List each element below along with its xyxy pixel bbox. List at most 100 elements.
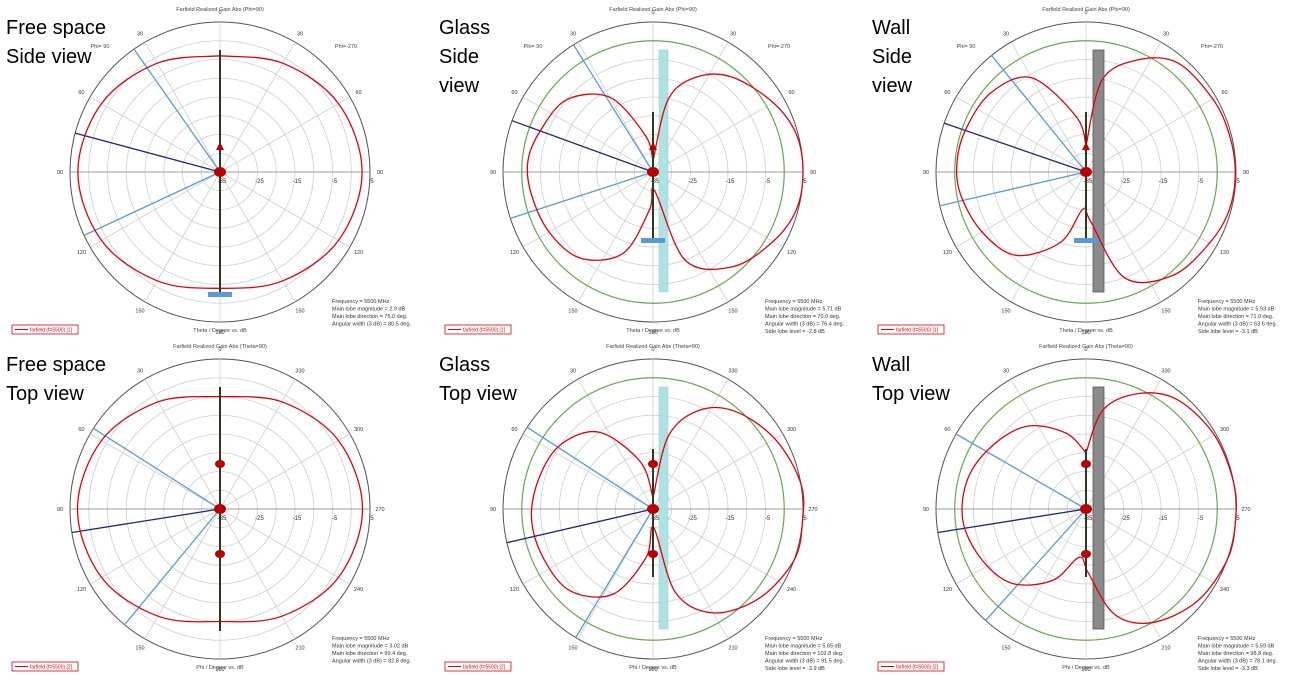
angle-tick-label: 150 [568, 646, 577, 652]
grid-spoke [1010, 378, 1087, 510]
grid-spoke [522, 171, 654, 248]
grid-spoke [144, 171, 221, 303]
beamwidth-line [955, 433, 1087, 510]
grid-spoke [577, 41, 654, 173]
angle-tick-label: 60 [944, 90, 950, 96]
info-line: Main lobe direction = 70.0 deg. [765, 314, 841, 320]
angle-tick-label: 150 [135, 646, 144, 652]
radial-tick-label: -35 [1084, 179, 1093, 185]
main-lobe-direction-line [506, 508, 654, 544]
radial-tick-label: -5 [765, 179, 771, 185]
grid-spoke [1085, 508, 1217, 585]
legend-box [444, 661, 512, 672]
angle-tick-label: 150 [295, 309, 304, 315]
panel-label: Glass Side view [439, 17, 491, 97]
polar-chart: Farfield Realized Gain Abs (Phi=90) Phi= … [877, 7, 1278, 336]
grid-spoke [89, 171, 221, 248]
antenna-feed [214, 504, 226, 514]
angle-tick-label: 210 [295, 646, 304, 652]
grid-spoke [144, 41, 221, 173]
grid-spoke [577, 171, 654, 303]
grid-spoke [89, 433, 221, 510]
angle-tick-label: 180 [1081, 330, 1090, 336]
angle-tick-label: 270 [375, 507, 384, 513]
legend-label: farfield (f=5500) [1] [30, 328, 73, 334]
angle-tick-label: 90 [57, 507, 63, 513]
corner-label: Phi=-270 [335, 44, 357, 50]
polar-chart: Farfield Realized Gain Abs (Theta=90)0 33… [444, 344, 845, 673]
antenna-feed [1080, 167, 1092, 177]
radial-tick-label: 5 [370, 516, 374, 522]
reference-circle [954, 377, 1218, 641]
beamwidth-line [991, 55, 1087, 173]
angle-tick-label: 120 [1220, 250, 1229, 256]
axis-label: Theta / Degree vs. dB [193, 328, 247, 334]
angle-tick-label: 120 [510, 250, 519, 256]
angle-tick-label: 60 [1222, 90, 1228, 96]
angle-tick-label: 180 [648, 330, 657, 336]
axis-label: Phi / Degree vs. dB [629, 665, 677, 671]
panel-label: Free space Side view [6, 17, 107, 68]
antenna-marker [1081, 550, 1091, 558]
polar-chart: Farfield Realized Gain Abs (Phi=90) Phi= … [11, 7, 412, 336]
info-line: Main lobe direction = 99.4 deg. [332, 651, 408, 657]
grid-spoke [652, 96, 784, 173]
angle-tick-label: 210 [728, 646, 737, 652]
radial-tick-label: -35 [218, 516, 227, 522]
corner-label: Phi= 90 [957, 44, 976, 50]
angle-tick-label: 0 [1084, 10, 1087, 16]
antenna-feed [647, 167, 659, 177]
radial-tick-label: -25 [688, 179, 697, 185]
angle-tick-label: 0 [1084, 347, 1087, 353]
pattern-curve [530, 406, 805, 614]
legend-box [877, 661, 945, 672]
corner-label: Phi=-270 [768, 44, 790, 50]
angle-tick-label: 30 [137, 31, 143, 37]
info-line: Frequency = 5500 MHz [1198, 299, 1256, 305]
reference-circle [521, 377, 785, 641]
panel-label: Free space Top view [6, 354, 107, 405]
antenna-base [641, 238, 665, 243]
grid-spoke [652, 508, 784, 585]
legend-box [877, 324, 945, 335]
grid-spoke [1010, 508, 1087, 640]
info-line: Main lobe magnitude = 3.02 dB [332, 644, 409, 650]
antenna-marker [1082, 142, 1090, 150]
panel-free-space-top: Farfield Realized Gain Abs (Theta=90) 0 33… [0, 337, 433, 674]
info-line: Main lobe magnitude = 5.71 dB [765, 307, 842, 313]
panel-glass-side: Farfield Realized Gain Abs (Phi=90) Phi= … [433, 0, 866, 337]
info-line: Main lobe magnitude = 2.9 dB [332, 307, 406, 313]
angle-tick-label: 30 [1003, 368, 1009, 374]
grid-spoke [1085, 96, 1217, 173]
angle-tick-label: 180 [215, 667, 224, 673]
angle-tick-label: 0 [651, 347, 654, 353]
radial-tick-label: -35 [651, 516, 660, 522]
angle-tick-label: 30 [570, 31, 576, 37]
chart-title: Farfield Realized Gain Abs (Phi=90) [609, 7, 697, 13]
angle-tick-label: 180 [1081, 667, 1090, 673]
beamwidth-line [510, 171, 654, 219]
panel-label: Wall Top view [872, 354, 950, 405]
radial-tick-label: -25 [1121, 516, 1130, 522]
reference-circle [954, 40, 1218, 304]
angle-tick-label: 330 [728, 368, 737, 374]
angle-tick-label: 240 [354, 587, 363, 593]
info-line: Main lobe magnitude = 5.93 dB [1198, 307, 1275, 313]
angle-tick-label: 30 [1163, 31, 1169, 37]
angle-tick-label: 90 [57, 170, 63, 176]
angle-tick-label: 30 [1003, 31, 1009, 37]
pattern-curve [526, 73, 804, 271]
legend-label: farfield (f=5500) [2] [463, 665, 506, 671]
legend-box [11, 324, 79, 335]
angle-tick-label: 240 [787, 587, 796, 593]
radial-tick-label: -15 [726, 516, 735, 522]
info-line: Main lobe direction = 98.8 deg. [1198, 651, 1274, 657]
radial-tick-label: 5 [1236, 516, 1240, 522]
radial-tick-label: -5 [332, 179, 338, 185]
info-line: Side lobe level = -3.1 dB [1198, 329, 1258, 335]
grid-spoke [219, 41, 296, 173]
angle-tick-label: 60 [78, 90, 84, 96]
angle-tick-label: 30 [570, 368, 576, 374]
angle-tick-label: 150 [728, 309, 737, 315]
angle-tick-label: 150 [1001, 646, 1010, 652]
